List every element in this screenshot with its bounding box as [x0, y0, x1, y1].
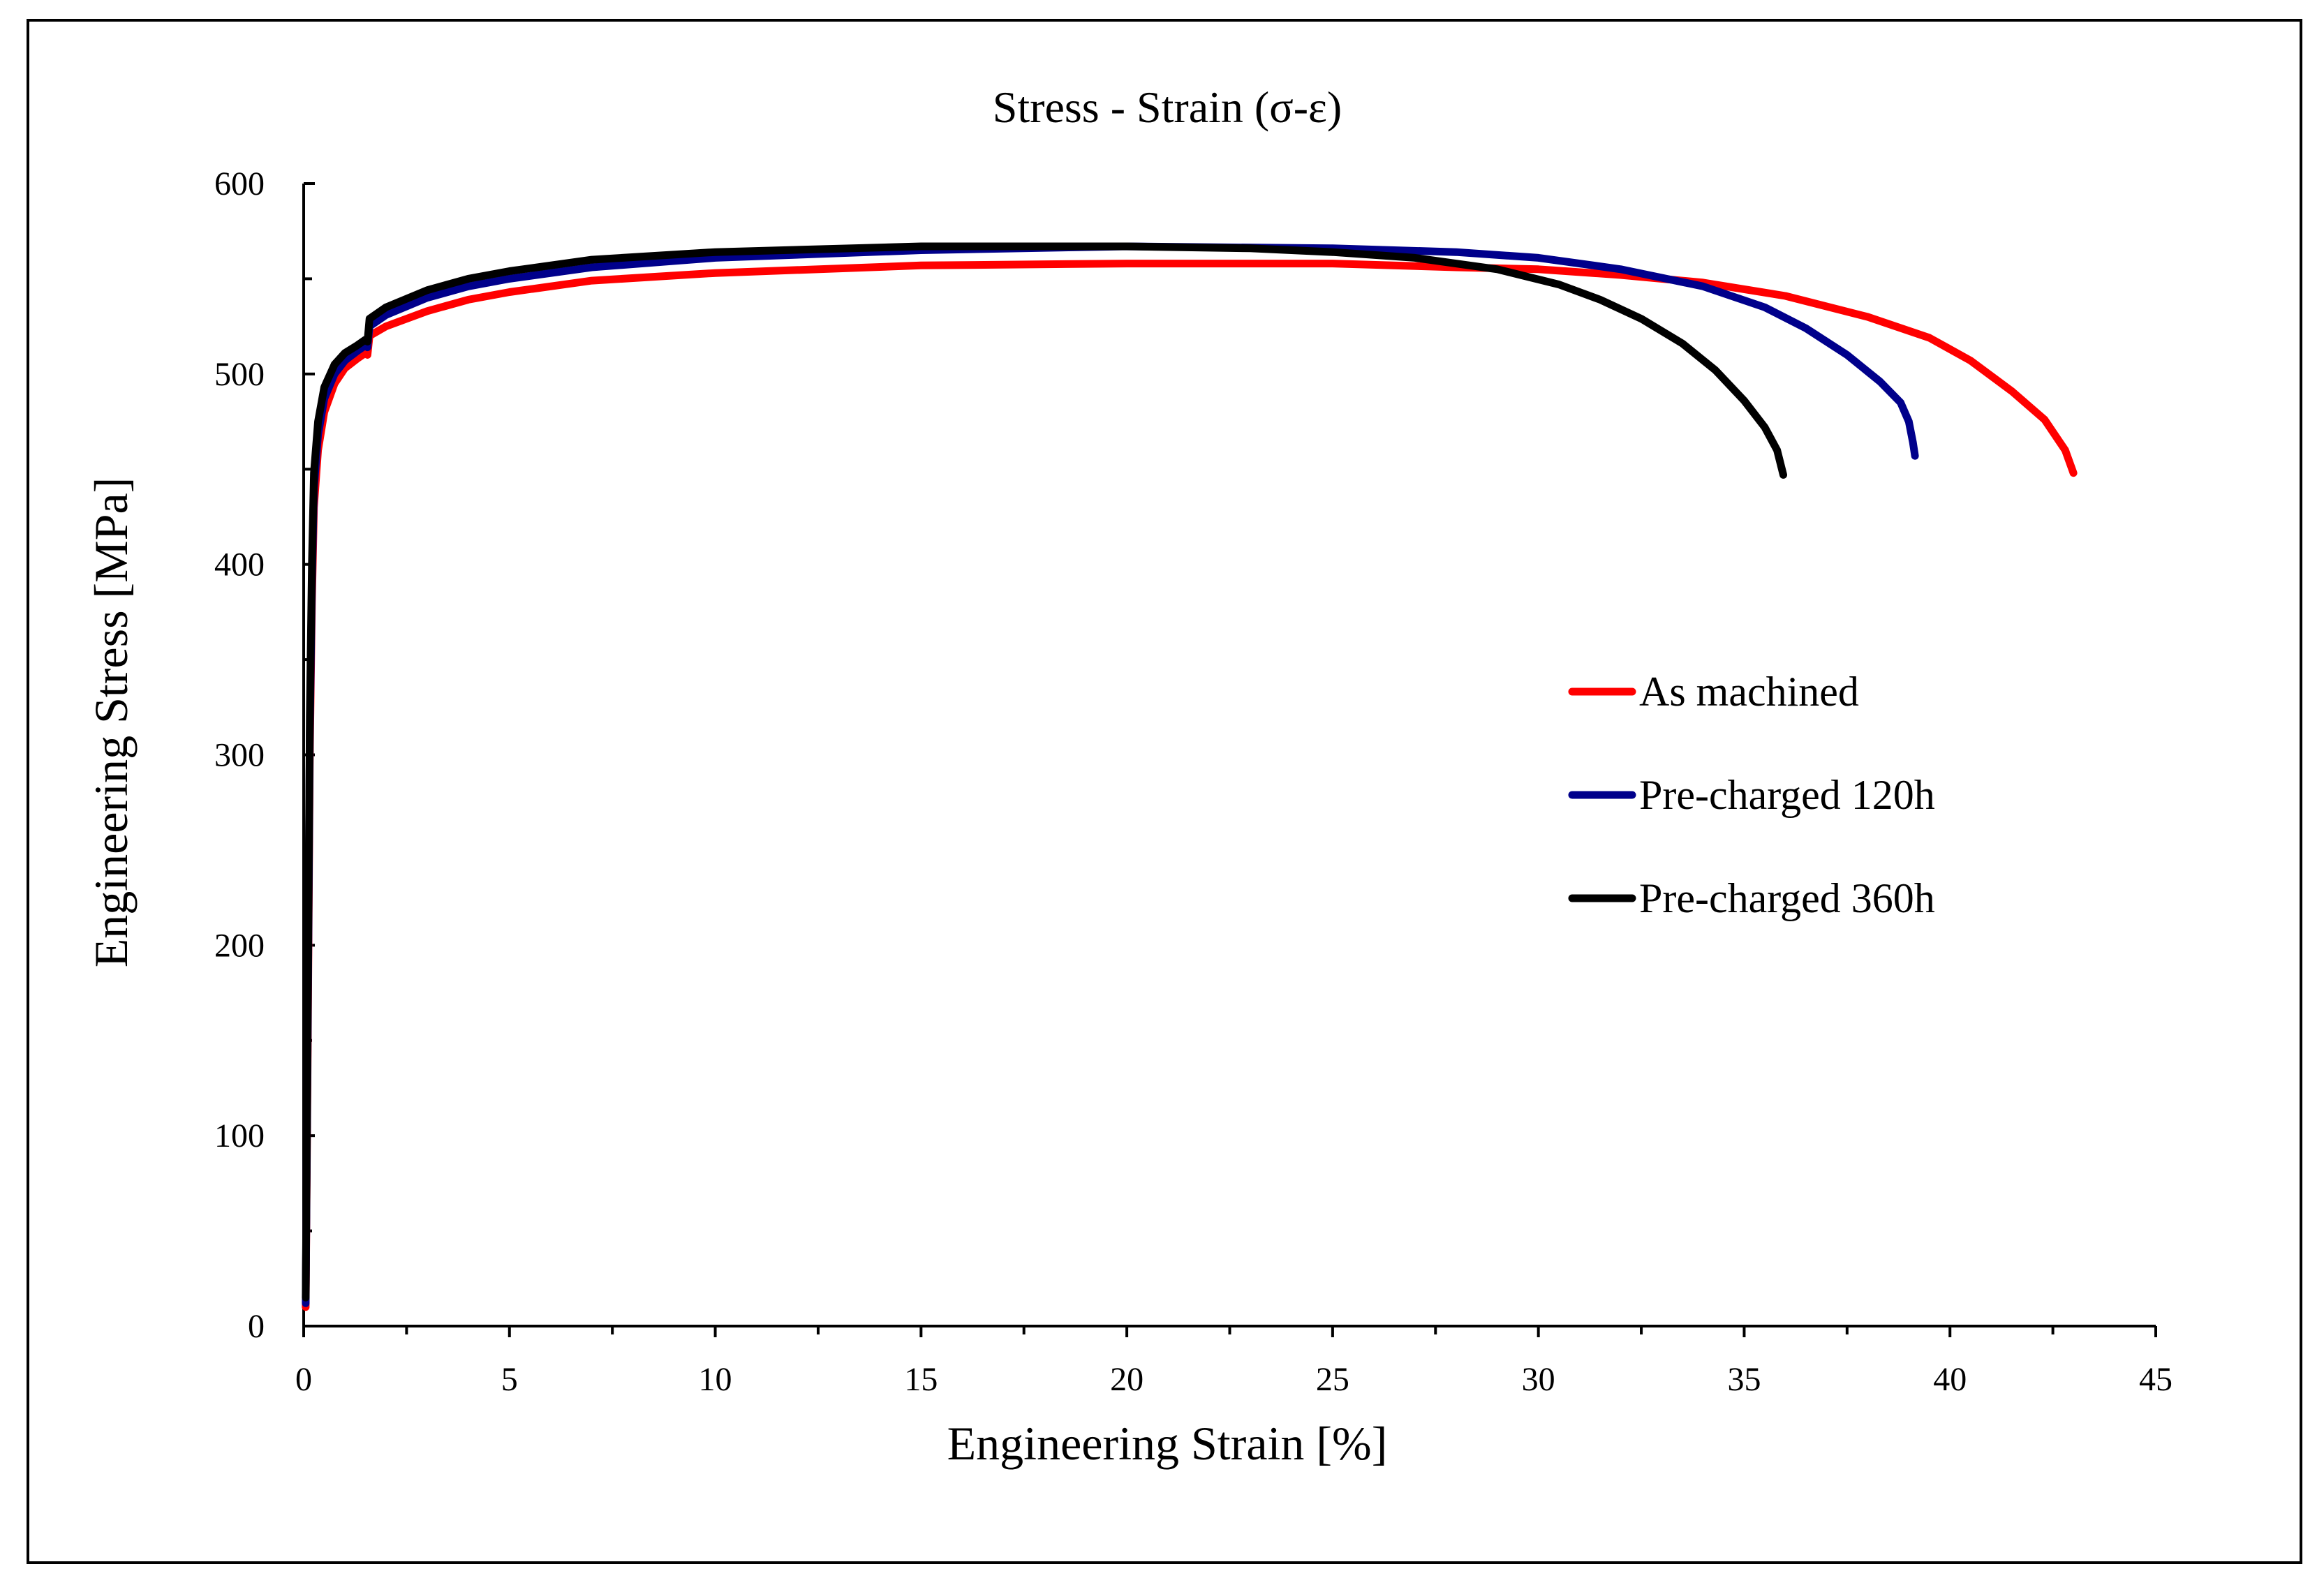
x-tick-label: 5 — [501, 1361, 518, 1398]
x-tick-label: 15 — [904, 1361, 938, 1398]
chart-frame: Stress - Strain (σ-ε) Engineering Strain… — [27, 19, 2302, 1564]
y-tick-label: 300 — [214, 737, 265, 774]
x-tick-label: 10 — [699, 1361, 732, 1398]
y-tick-label: 600 — [214, 165, 265, 202]
y-tick-label: 500 — [214, 356, 265, 393]
x-tick-label: 0 — [295, 1361, 312, 1398]
x-tick-label: 30 — [1522, 1361, 1555, 1398]
x-axis-label: Engineering Strain [%] — [947, 1417, 1388, 1470]
series-line-3 — [302, 242, 1787, 1302]
series-layer — [302, 242, 2078, 1311]
chart-svg: Stress - Strain (σ-ε) Engineering Strain… — [84, 82, 2173, 1470]
y-tick-label: 0 — [248, 1308, 265, 1345]
legend-label-3: Pre-charged 360h — [1639, 875, 1935, 921]
x-tick-label: 25 — [1316, 1361, 1349, 1398]
x-tick-label: 45 — [2139, 1361, 2173, 1398]
chart-title: Stress - Strain (σ-ε) — [993, 82, 1342, 132]
legend: As machined Pre-charged 120h Pre-charged 3… — [1568, 669, 1935, 921]
y-tick-label: 200 — [214, 927, 265, 964]
y-axis-label: Engineering Stress [MPa] — [84, 477, 138, 968]
x-tick-label: 40 — [1933, 1361, 1967, 1398]
legend-label-2: Pre-charged 120h — [1639, 772, 1935, 818]
x-tick-label: 20 — [1110, 1361, 1144, 1398]
legend-label-1: As machined — [1639, 669, 1859, 715]
axes-layer: 0 5 10 15 20 25 30 35 40 45 0 100 200 300 400 500 600 — [214, 165, 2173, 1398]
x-tick-label: 35 — [1727, 1361, 1761, 1398]
y-tick-label: 100 — [214, 1117, 265, 1154]
y-tick-label: 400 — [214, 546, 265, 583]
